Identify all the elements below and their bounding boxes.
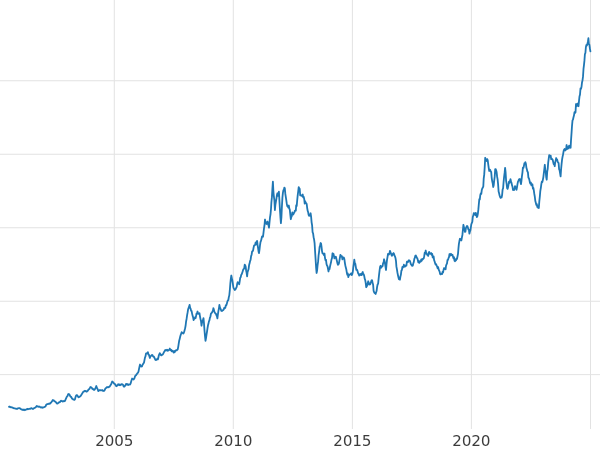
- vertical-gridlines: [113, 0, 591, 429]
- price-line-series: [8, 37, 592, 412]
- x-axis-tick-labels: 2005 2010 2015 2020: [95, 432, 490, 450]
- x-tick-label: 2020: [452, 432, 490, 450]
- x-tick-label: 2005: [95, 432, 133, 450]
- price-line: [8, 37, 592, 412]
- horizontal-gridlines: [0, 80, 600, 376]
- x-tick-label: 2010: [214, 432, 252, 450]
- x-tick-label: 2015: [333, 432, 371, 450]
